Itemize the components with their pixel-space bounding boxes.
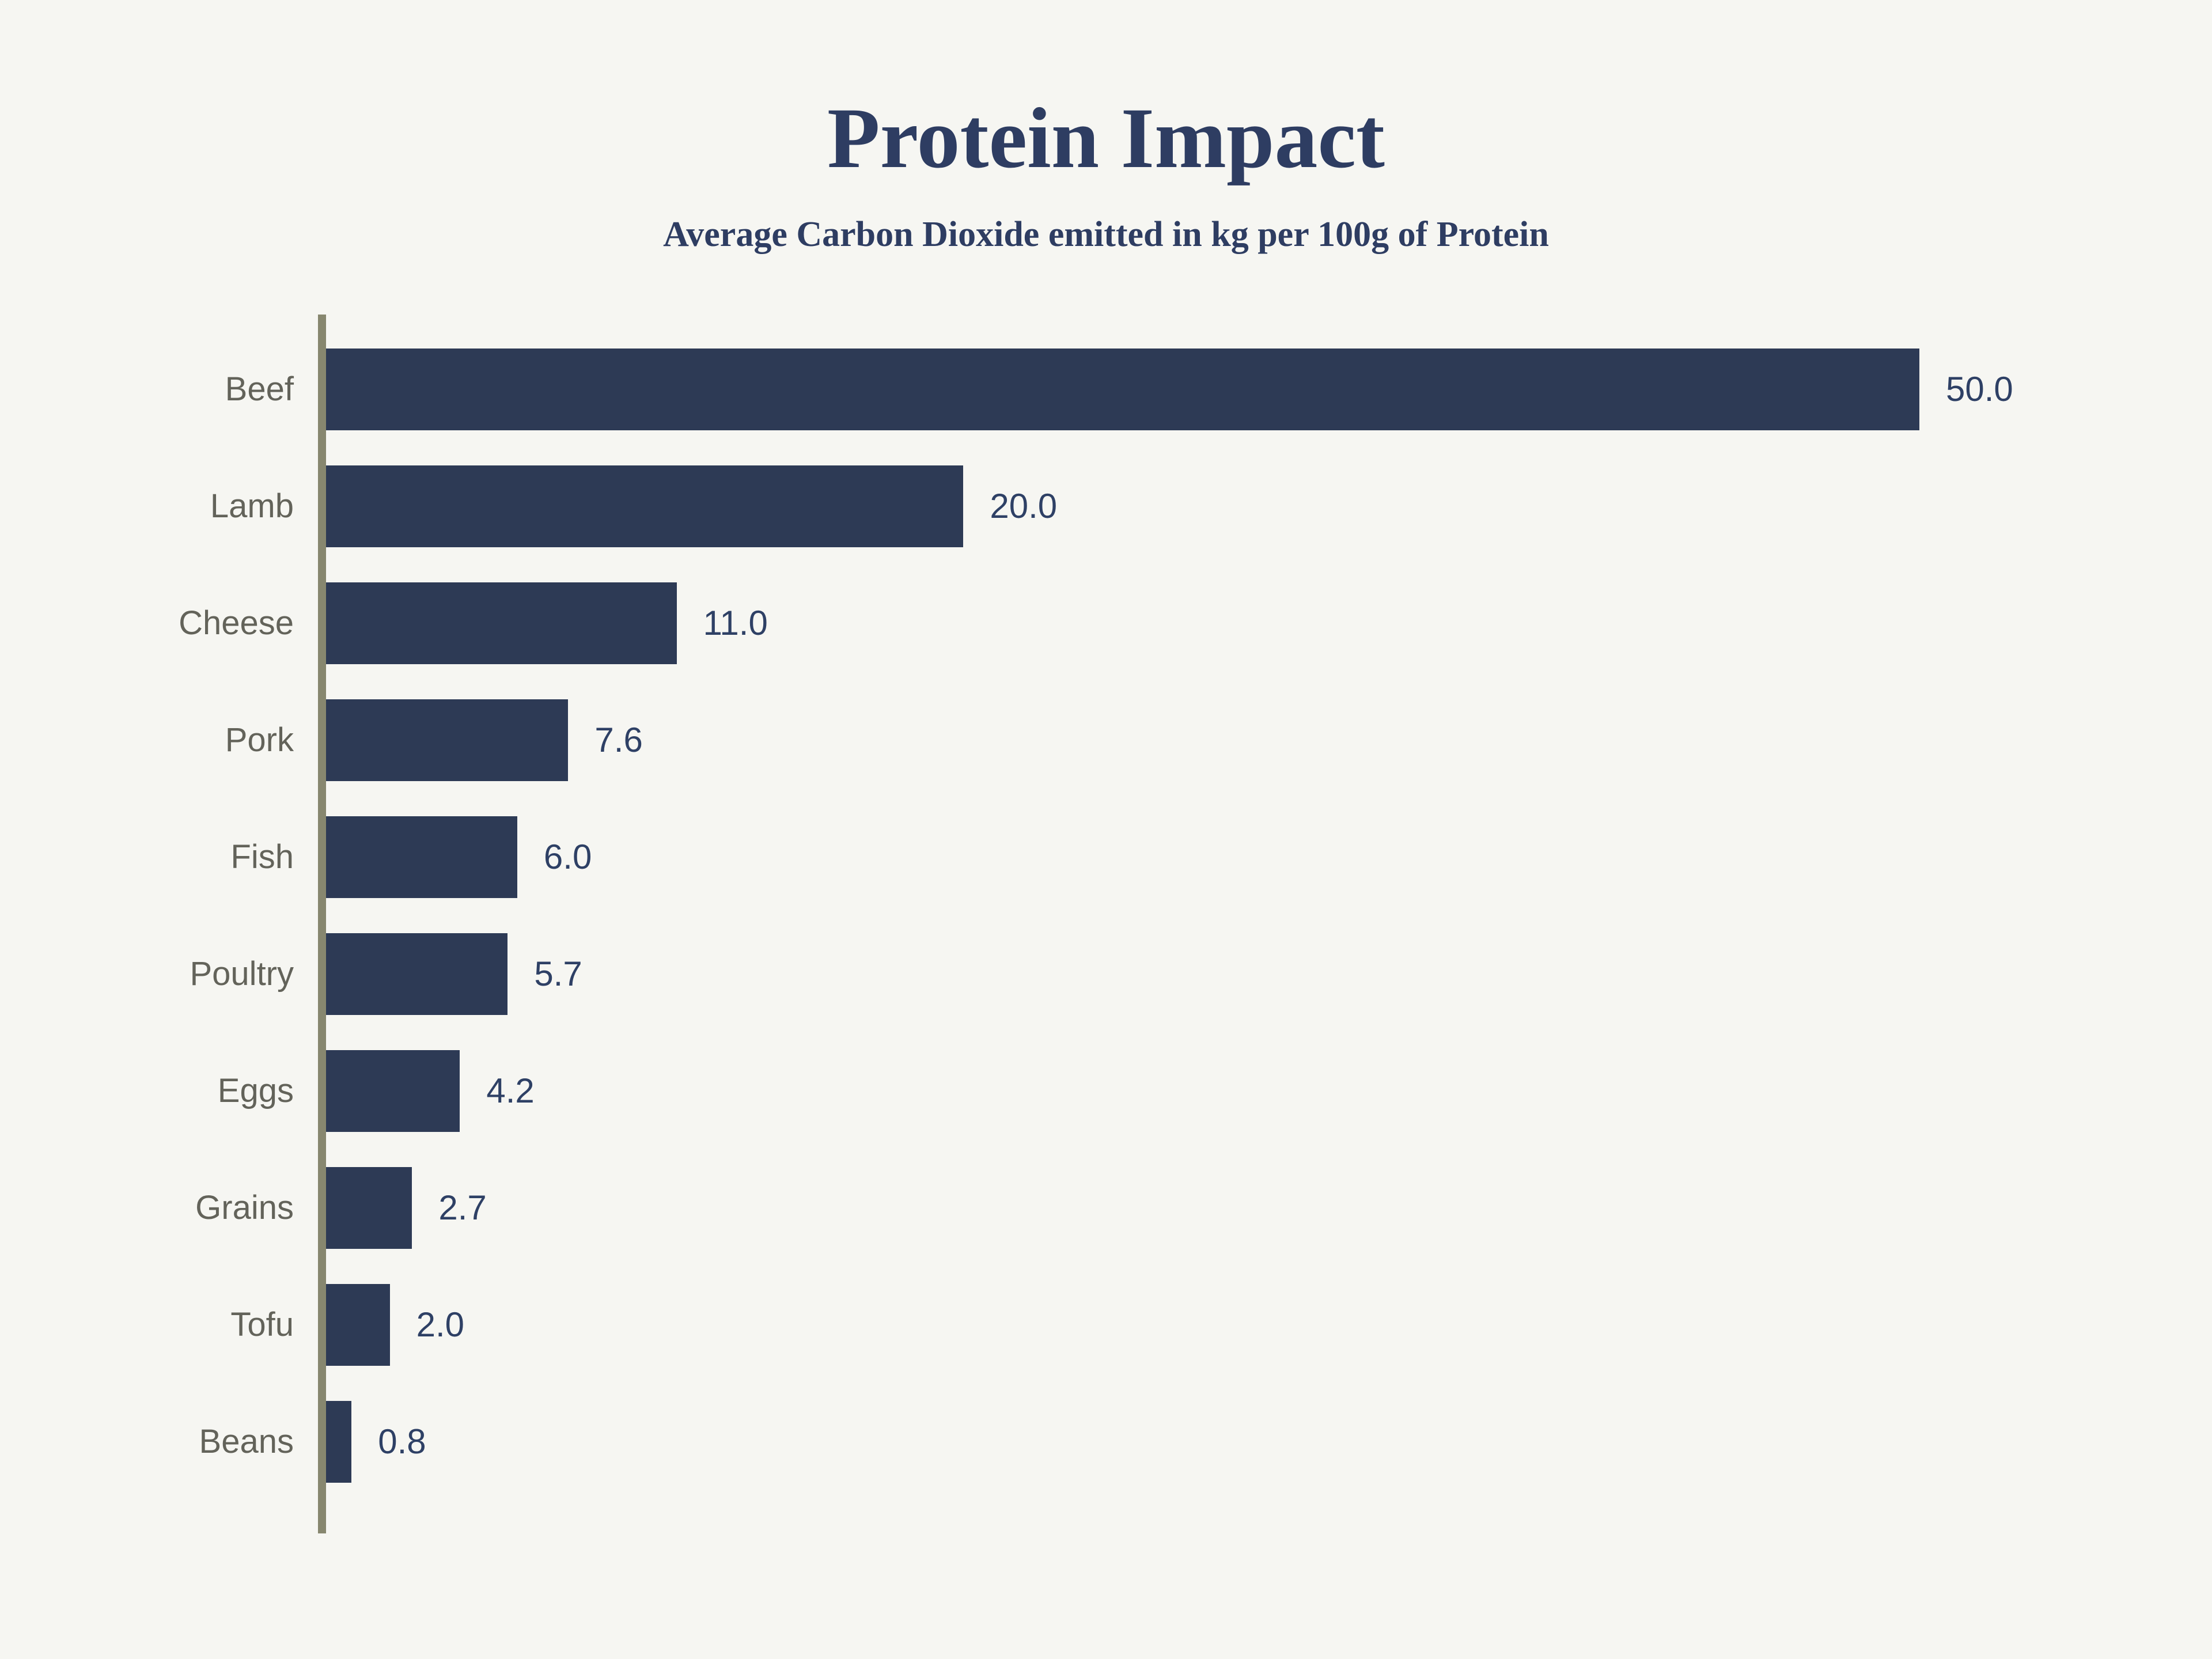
chart-row: Pork 7.6 xyxy=(0,681,2212,798)
chart-subtitle: Average Carbon Dioxide emitted in kg per… xyxy=(663,215,1549,254)
bar-track: 50.0 xyxy=(326,331,2013,448)
bar-track: 20.0 xyxy=(326,448,1057,565)
value-label: 7.6 xyxy=(594,721,643,760)
category-label: Fish xyxy=(230,838,294,876)
bar-track: 7.6 xyxy=(326,681,643,798)
chart-title: Protein Impact xyxy=(827,90,1385,186)
bar-rows: Beef 50.0 Lamb 20.0 Cheese 11.0 Pork 7.6 Fish 6.0… xyxy=(0,331,2212,1500)
chart-row: Beans 0.8 xyxy=(0,1383,2212,1500)
bar xyxy=(326,816,517,898)
bar xyxy=(326,1400,352,1483)
bar-track: 5.7 xyxy=(326,915,582,1032)
bar-track: 4.2 xyxy=(326,1032,535,1149)
category-label: Grains xyxy=(195,1189,294,1227)
bar-track: 6.0 xyxy=(326,798,592,915)
bar xyxy=(326,465,964,547)
chart-row: Cheese 11.0 xyxy=(0,565,2212,681)
value-label: 5.7 xyxy=(534,955,582,994)
chart-row: Beef 50.0 xyxy=(0,331,2212,448)
value-label: 2.0 xyxy=(416,1305,465,1344)
category-label: Poultry xyxy=(190,955,294,993)
bar xyxy=(326,582,677,664)
bar-track: 2.0 xyxy=(326,1266,464,1383)
category-label: Tofu xyxy=(230,1306,294,1344)
bar-track: 11.0 xyxy=(326,565,768,681)
bar xyxy=(326,1283,390,1366)
value-label: 20.0 xyxy=(990,487,1058,526)
bar xyxy=(326,1050,460,1132)
value-label: 4.2 xyxy=(486,1071,535,1111)
category-label: Beans xyxy=(199,1423,294,1461)
category-label: Cheese xyxy=(179,604,294,642)
bar xyxy=(326,933,508,1015)
category-label: Eggs xyxy=(217,1072,294,1110)
bar-chart: Beef 50.0 Lamb 20.0 Cheese 11.0 Pork 7.6 Fish 6.0… xyxy=(0,315,2212,1534)
chart-row: Fish 6.0 xyxy=(0,798,2212,915)
category-label: Pork xyxy=(225,721,294,759)
chart-row: Grains 2.7 xyxy=(0,1149,2212,1266)
bar xyxy=(326,699,569,781)
value-label: 6.0 xyxy=(543,838,592,877)
chart-row: Tofu 2.0 xyxy=(0,1266,2212,1383)
bar xyxy=(326,348,1919,430)
chart-row: Lamb 20.0 xyxy=(0,448,2212,565)
category-label: Lamb xyxy=(210,487,294,525)
chart-row: Eggs 4.2 xyxy=(0,1032,2212,1149)
category-label: Beef xyxy=(225,370,294,408)
value-label: 0.8 xyxy=(378,1422,426,1461)
bar xyxy=(326,1166,412,1249)
value-label: 11.0 xyxy=(703,604,768,643)
value-label: 2.7 xyxy=(438,1188,487,1228)
y-axis-line xyxy=(318,315,326,1534)
value-label: 50.0 xyxy=(1946,370,2013,409)
bar-track: 2.7 xyxy=(326,1149,487,1266)
chart-row: Poultry 5.7 xyxy=(0,915,2212,1032)
bar-track: 0.8 xyxy=(326,1383,426,1500)
